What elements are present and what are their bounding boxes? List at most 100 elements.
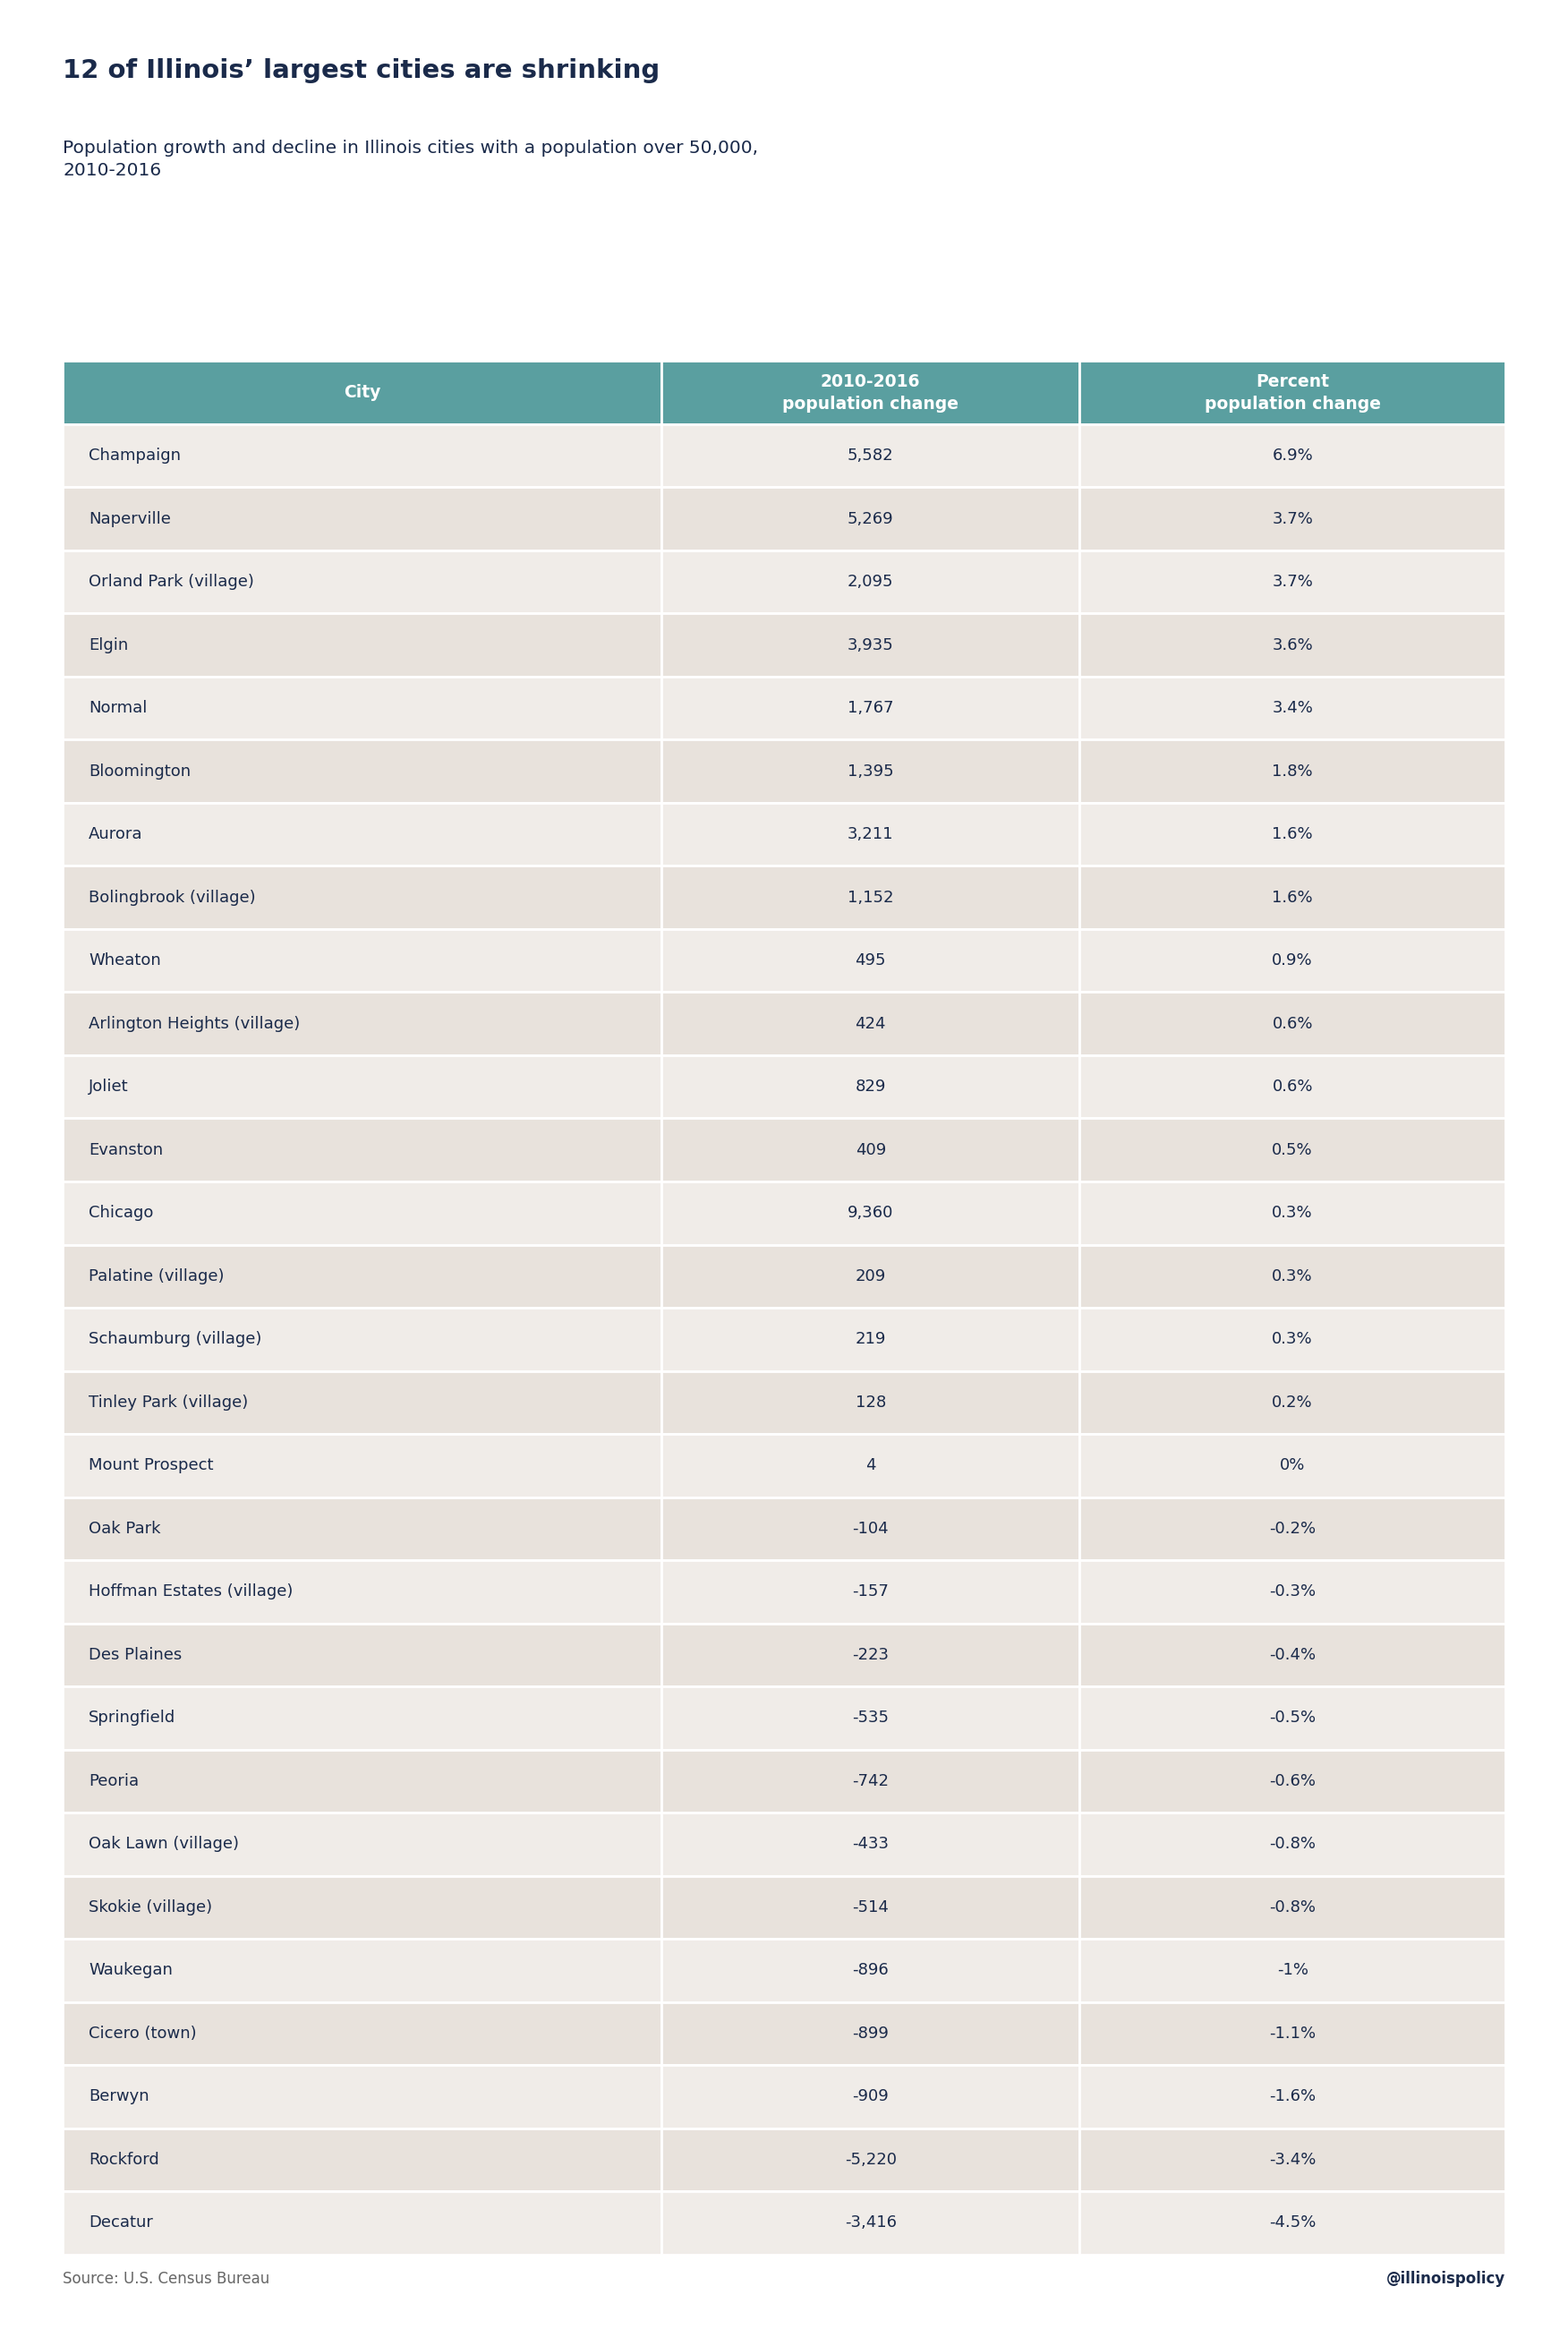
- Bar: [1080, 741, 1505, 804]
- Bar: [1080, 361, 1505, 424]
- Text: Mount Prospect: Mount Prospect: [89, 1458, 213, 1474]
- Text: Source: U.S. Census Bureau: Source: U.S. Census Bureau: [63, 2271, 270, 2287]
- Bar: [662, 1244, 1080, 1307]
- Bar: [63, 1055, 662, 1118]
- Text: 495: 495: [855, 953, 886, 969]
- Bar: [1080, 1623, 1505, 1686]
- Text: Berwyn: Berwyn: [89, 2089, 149, 2105]
- Bar: [1080, 1244, 1505, 1307]
- Bar: [1080, 1307, 1505, 1372]
- Bar: [662, 361, 1080, 424]
- Bar: [63, 1435, 662, 1498]
- Bar: [1080, 1812, 1505, 1875]
- Bar: [63, 1560, 662, 1623]
- Text: -742: -742: [851, 1772, 889, 1789]
- Text: Springfield: Springfield: [89, 1709, 176, 1726]
- Bar: [63, 424, 662, 487]
- Text: City: City: [343, 384, 381, 401]
- Text: Des Plaines: Des Plaines: [89, 1647, 182, 1663]
- Bar: [63, 1118, 662, 1181]
- Bar: [662, 613, 1080, 675]
- Bar: [63, 929, 662, 992]
- Bar: [63, 550, 662, 613]
- Text: -223: -223: [851, 1647, 889, 1663]
- Text: 3,935: 3,935: [847, 636, 894, 652]
- Text: 3.6%: 3.6%: [1272, 636, 1312, 652]
- Bar: [63, 2129, 662, 2192]
- Bar: [1080, 2192, 1505, 2254]
- Text: 3.7%: 3.7%: [1272, 510, 1312, 526]
- Bar: [1080, 804, 1505, 866]
- Text: -0.8%: -0.8%: [1269, 1835, 1316, 1852]
- Text: Chicago: Chicago: [89, 1204, 154, 1220]
- Bar: [63, 741, 662, 804]
- Text: -899: -899: [853, 2026, 889, 2043]
- Bar: [662, 487, 1080, 550]
- Bar: [63, 613, 662, 675]
- Text: -3,416: -3,416: [845, 2215, 897, 2231]
- Text: Evanston: Evanston: [89, 1141, 163, 1158]
- Bar: [662, 929, 1080, 992]
- Text: 424: 424: [855, 1015, 886, 1032]
- Bar: [662, 1749, 1080, 1812]
- Text: -0.4%: -0.4%: [1269, 1647, 1316, 1663]
- Text: 9,360: 9,360: [848, 1204, 894, 1220]
- Text: 0.6%: 0.6%: [1272, 1015, 1312, 1032]
- Bar: [1080, 1560, 1505, 1623]
- Text: Oak Park: Oak Park: [89, 1521, 162, 1537]
- Bar: [1080, 1498, 1505, 1560]
- Bar: [662, 1372, 1080, 1435]
- Text: 3.4%: 3.4%: [1272, 701, 1312, 717]
- Bar: [63, 1749, 662, 1812]
- Bar: [662, 2003, 1080, 2066]
- Text: -535: -535: [851, 1709, 889, 1726]
- Text: 3,211: 3,211: [848, 827, 894, 843]
- Text: 0.5%: 0.5%: [1272, 1141, 1312, 1158]
- Text: Population growth and decline in Illinois cities with a population over 50,000,
: Population growth and decline in Illinoi…: [63, 140, 759, 179]
- Bar: [1080, 1938, 1505, 2003]
- Bar: [662, 2192, 1080, 2254]
- Text: Cicero (town): Cicero (town): [89, 2026, 196, 2043]
- Text: 1,152: 1,152: [848, 890, 894, 906]
- Bar: [1080, 613, 1505, 675]
- Bar: [662, 1118, 1080, 1181]
- Text: 0.9%: 0.9%: [1272, 953, 1312, 969]
- Bar: [63, 804, 662, 866]
- Bar: [1080, 1435, 1505, 1498]
- Bar: [1080, 487, 1505, 550]
- Text: 209: 209: [855, 1267, 886, 1283]
- Bar: [1080, 424, 1505, 487]
- Bar: [63, 1498, 662, 1560]
- Text: Waukegan: Waukegan: [89, 1963, 172, 1980]
- Bar: [63, 487, 662, 550]
- Bar: [63, 1623, 662, 1686]
- Text: Normal: Normal: [89, 701, 147, 717]
- Bar: [63, 1244, 662, 1307]
- Text: 4: 4: [866, 1458, 875, 1474]
- Text: -157: -157: [853, 1584, 889, 1600]
- Bar: [63, 1372, 662, 1435]
- Bar: [63, 675, 662, 741]
- Text: 1.6%: 1.6%: [1272, 827, 1312, 843]
- Bar: [1080, 2066, 1505, 2129]
- Bar: [662, 1875, 1080, 1938]
- Text: -0.3%: -0.3%: [1269, 1584, 1316, 1600]
- Bar: [1080, 1749, 1505, 1812]
- Text: Rockford: Rockford: [89, 2152, 160, 2168]
- Text: -0.2%: -0.2%: [1269, 1521, 1316, 1537]
- Text: 0.2%: 0.2%: [1272, 1395, 1312, 1411]
- Text: -1%: -1%: [1276, 1963, 1308, 1980]
- Text: -0.6%: -0.6%: [1269, 1772, 1316, 1789]
- Bar: [63, 1686, 662, 1749]
- Text: 219: 219: [855, 1332, 886, 1348]
- Bar: [1080, 992, 1505, 1055]
- Text: Orland Park (village): Orland Park (village): [89, 573, 254, 589]
- Text: 1.6%: 1.6%: [1272, 890, 1312, 906]
- Bar: [662, 1623, 1080, 1686]
- Text: Bolingbrook (village): Bolingbrook (village): [89, 890, 256, 906]
- Text: 128: 128: [855, 1395, 886, 1411]
- Bar: [1080, 1118, 1505, 1181]
- Text: 0%: 0%: [1279, 1458, 1305, 1474]
- Bar: [662, 675, 1080, 741]
- Text: Schaumburg (village): Schaumburg (village): [89, 1332, 262, 1348]
